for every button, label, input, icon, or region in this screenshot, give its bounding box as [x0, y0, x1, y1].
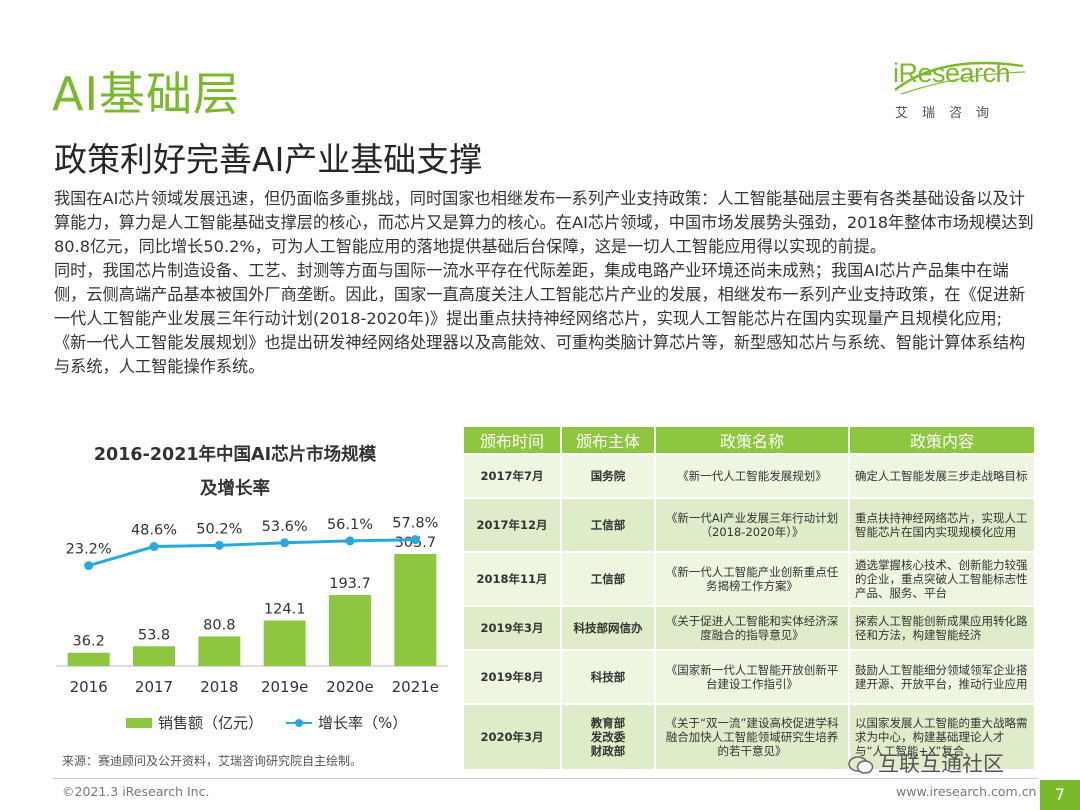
header-policy-name: 政策名称 [656, 427, 848, 453]
cell-issuer: 科技部网信办 [562, 607, 654, 649]
x-tick-label: 2017 [135, 678, 173, 696]
cell-policy-name: 《关于促进人工智能和实体经济深度融合的指导意见》 [656, 607, 848, 649]
cell-issuer: 工信部 [562, 553, 654, 605]
footer-divider [52, 778, 1038, 779]
chart-title-line: 2016-2021年中国AI芯片市场规模 [93, 445, 377, 465]
chart-legend: 销售额（亿元） 增长率（%） [126, 712, 426, 734]
table-row: 2019年8月 科技部 《国家新一代人工智能开放创新平台建设工作指引》 鼓励人工… [464, 651, 1034, 703]
header-policy-content: 政策内容 [850, 427, 1034, 453]
legend-item-growth: 增长率（%） [286, 712, 407, 733]
body-text: 我国在AI芯片领域发展迅速，但仍面临多重挑战，同时国家也相继发布一系列产业支持政… [54, 187, 1034, 379]
bar-value-label: 193.7 [329, 576, 371, 592]
logo-cn-text: 艾瑞咨询 [895, 106, 1004, 121]
logo-swoosh-icon [894, 61, 1026, 95]
table-row: 2017年7月 国务院 《新一代人工智能发展规划》 确定人工智能发展三步走战略目… [464, 455, 1034, 497]
bar [133, 646, 175, 666]
cell-policy-content: 以国家发展人工智能的重大战略需求为中心，构建基础理论人才与“人工智能+X”复合 [850, 705, 1034, 769]
bar-value-label: 53.8 [138, 627, 170, 643]
growth-rate-point [280, 538, 290, 548]
x-tick-label: 2016 [70, 678, 108, 696]
growth-rate-label: 53.6% [262, 519, 308, 535]
chart-title-line: 及增长率 [200, 479, 270, 499]
cell-issuer: 国务院 [562, 455, 654, 497]
page-title: AI基础层 [52, 67, 241, 121]
cell-policy-name: 《新一代人工智能发展规划》 [656, 455, 848, 497]
cell-issuer: 教育部 发改委 财政部 [562, 705, 654, 769]
copyright: ©2021.3 iResearch Inc. [62, 784, 210, 799]
legend-label: 增长率（%） [318, 714, 408, 732]
growth-rate-point [214, 540, 224, 550]
cell-policy-name: 《国家新一代人工智能开放创新平台建设工作指引》 [656, 651, 848, 703]
cell-policy-content: 重点扶持神经网络芯片，实现人工智能芯片在国内实现规模化应用 [850, 499, 1034, 551]
growth-rate-label: 48.6% [131, 523, 177, 539]
header-time: 颁布时间 [464, 427, 560, 453]
body-paragraph: 我国在AI芯片领域发展迅速，但仍面临多重挑战，同时国家也相继发布一系列产业支持政… [54, 189, 1034, 256]
page-subtitle: 政策利好完善AI产业基础支撑 [54, 140, 483, 179]
cell-time: 2017年7月 [464, 455, 560, 497]
source-note: 来源：赛迪顾问及公开资料，艾瑞咨询研究院自主绘制。 [62, 754, 363, 768]
table-row: 2017年12月 工信部 《新一代AI产业发展三年行动计划（2018-2020年… [464, 499, 1034, 551]
growth-rate-label: 57.8% [392, 516, 438, 532]
cell-time: 2019年3月 [464, 607, 560, 649]
table-header-row: 颁布时间 颁布主体 政策名称 政策内容 [464, 427, 1034, 453]
bar [198, 636, 241, 666]
cell-policy-content: 遴选掌握核心技术、创新能力较强的企业，重点突破人工智能标志性产品、服务、平台 [850, 553, 1034, 605]
bar [329, 595, 371, 666]
table-row: 2019年3月 科技部网信办 《关于促进人工智能和实体经济深度融合的指导意见》 … [464, 607, 1034, 649]
growth-rate-point [84, 561, 94, 571]
bar-value-label: 36.2 [73, 634, 105, 650]
x-tick-label: 2020e [326, 678, 373, 696]
table-row: 2020年3月 教育部 发改委 财政部 《关于“双一流”建设高校促进学科融合加快… [464, 705, 1034, 769]
cell-policy-content: 确定人工智能发展三步走战略目标 [850, 455, 1034, 497]
bar-value-label: 124.1 [264, 602, 306, 618]
cell-issuer: 工信部 [562, 499, 654, 551]
growth-rate-line [88, 538, 416, 568]
cell-policy-name: 《新一代人工智能产业创新重点任务揭榜工作方案》 [656, 553, 848, 605]
cell-policy-content: 探索人工智能创新成果应用转化路径和方法，构建智能经济 [850, 607, 1034, 649]
x-tick-label: 2018 [200, 678, 238, 696]
growth-rate-point [149, 542, 159, 552]
website-url: www.iresearch.com.cn [896, 784, 1037, 799]
cell-time: 2018年11月 [464, 553, 560, 605]
growth-rate-point [345, 536, 355, 546]
cell-policy-name: 《新一代AI产业发展三年行动计划（2018-2020年）》 [656, 499, 848, 551]
logo-wordmark: iResearch [893, 58, 1011, 88]
iresearch-logo: iResearch 艾瑞咨询 [893, 58, 1033, 128]
growth-rate-label: 23.2% [66, 542, 112, 558]
market-size-chart: 36.2 2016 53.8 2017 80.8 2018 124.1 2019e 193.7 2… [56, 516, 448, 696]
wechat-icon [848, 756, 874, 774]
growth-rate-point [410, 535, 420, 545]
page-number: 7 [1040, 780, 1080, 810]
cell-time: 2017年12月 [464, 499, 560, 551]
body-paragraph: 同时，我国芯片制造设备、工艺、封测等方面与国际一流水平存在代际差距，集成电路产业… [54, 261, 1026, 376]
bar [263, 620, 306, 666]
policy-table: 颁布时间 颁布主体 政策名称 政策内容 2017年7月 国务院 《新一代人工智能… [462, 425, 1036, 771]
header-issuer: 颁布主体 [562, 427, 654, 453]
bar-value-label: 80.8 [203, 617, 235, 633]
legend-line-swatch [286, 718, 312, 728]
chart-title: 2016-2021年中国AI芯片市场规模 及增长率 [60, 438, 410, 506]
x-tick-label: 2019e [261, 678, 308, 696]
legend-label: 销售额（亿元） [158, 714, 264, 732]
legend-bar-swatch [126, 717, 152, 728]
legend-item-sales: 销售额（亿元） [126, 712, 263, 733]
watermark: 互联互通社区 [848, 748, 1004, 778]
cell-policy-content: 鼓励人工智能细分领域领军企业搭建开源、开放平台，推动行业应用 [850, 651, 1034, 703]
x-tick-label: 2021e [392, 678, 439, 696]
bar [67, 652, 110, 666]
cell-issuer: 科技部 [562, 651, 654, 703]
watermark-text: 互联互通社区 [878, 752, 1004, 776]
cell-time: 2019年8月 [464, 651, 560, 703]
growth-rate-label: 56.1% [327, 517, 373, 533]
growth-rate-label: 50.2% [196, 521, 242, 537]
table-row: 2018年11月 工信部 《新一代人工智能产业创新重点任务揭榜工作方案》 遴选掌… [464, 553, 1034, 605]
bar [394, 554, 437, 666]
cell-time: 2020年3月 [464, 705, 560, 769]
cell-policy-name: 《关于“双一流”建设高校促进学科融合加快人工智能领域研究生培养的若干意见》 [656, 705, 848, 769]
